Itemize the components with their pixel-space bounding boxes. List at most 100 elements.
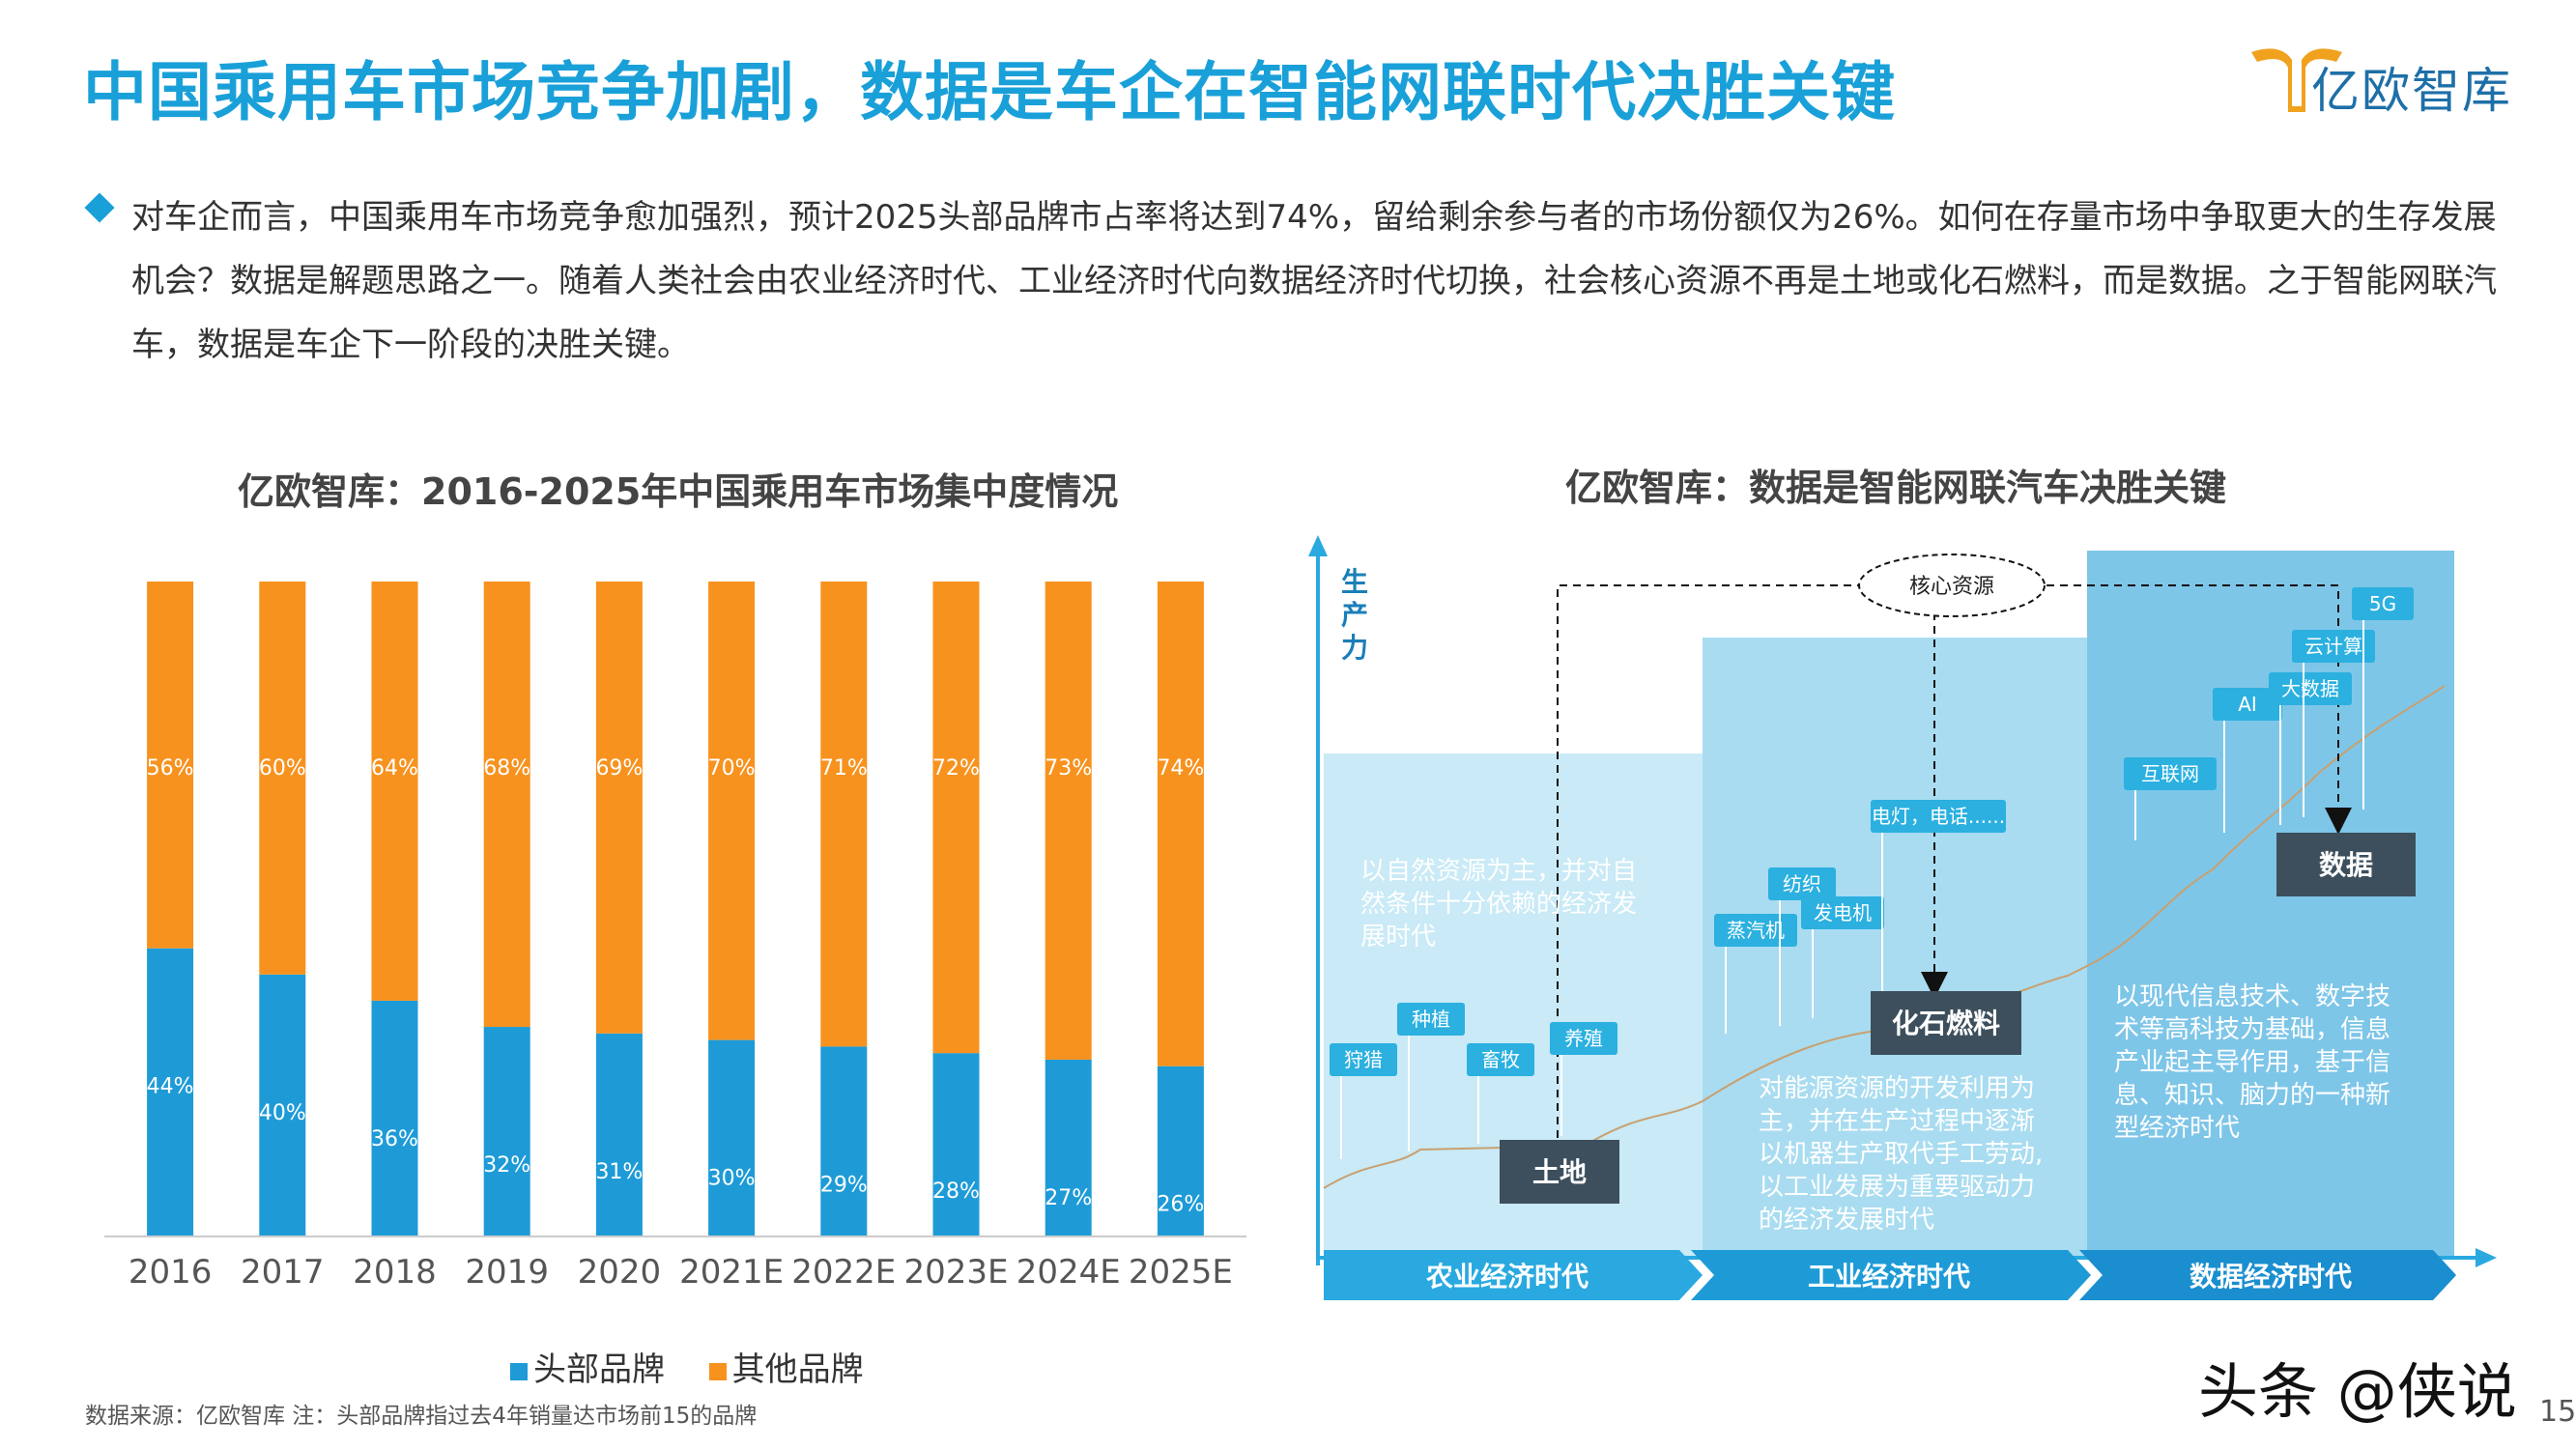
- legend-label-other: 其他品牌: [731, 1350, 864, 1389]
- tech-tag-label: 养殖: [1564, 1027, 1603, 1050]
- era-label-agri: 农业经济时代: [1425, 1261, 1589, 1293]
- bar-segment-head: [708, 1039, 756, 1236]
- bar-segment-other: [483, 582, 530, 1028]
- x-tick-label: 2016: [129, 1253, 213, 1292]
- bar-segment-head: [259, 974, 306, 1236]
- bar-segment-head: [483, 1027, 530, 1236]
- tech-tag-label: 狩猎: [1344, 1048, 1383, 1071]
- bar-segment-other: [1157, 582, 1204, 1066]
- y-axis-label-1: 生: [1341, 566, 1368, 598]
- tech-tag-box: [1871, 800, 2006, 833]
- resource-label-land: 土地: [1532, 1156, 1587, 1188]
- era-data-desc-line: 术等高科技为基础，信息: [2114, 1015, 2390, 1044]
- bar-segment-other: [147, 582, 194, 949]
- era-label-indu: 工业经济时代: [1808, 1261, 1970, 1293]
- x-tick-label: 2018: [353, 1253, 437, 1292]
- core-resource-label: 核心资源: [1909, 575, 1994, 599]
- era-data-desc-line: 以现代信息技术、数字技: [2114, 982, 2390, 1011]
- tech-tag-box: [1550, 1022, 1617, 1055]
- x-tick-label: 2023E: [903, 1253, 1008, 1292]
- diagram-title: 亿欧智库：数据是智能网联汽车决胜关键: [1565, 467, 2227, 509]
- y-axis-label-3: 力: [1341, 632, 1368, 664]
- tech-tag-label: 大数据: [2281, 677, 2339, 700]
- bar-data-label: 30%: [708, 1167, 756, 1191]
- page-title: 中国乘用车市场竞争加剧，数据是车企在智能网联时代决胜关键: [83, 55, 1896, 129]
- bar-segment-head: [1045, 1059, 1092, 1236]
- bar-data-label: 74%: [1157, 756, 1204, 781]
- x-tick-label: 2019: [465, 1253, 549, 1292]
- era-agri-desc-line: 以自然资源为主，并对自: [1360, 857, 1637, 886]
- resource-box-fossil: [1871, 991, 2021, 1055]
- tech-tag-label: 5G: [2369, 592, 2396, 615]
- bar-data-label: 36%: [371, 1127, 418, 1151]
- x-tick-label: 2021E: [679, 1253, 784, 1292]
- bar-segment-head: [371, 1000, 418, 1236]
- resource-label-data: 数据: [2319, 849, 2373, 881]
- x-tick-label: 2024E: [1016, 1253, 1121, 1292]
- bar-chart-title: 亿欧智库：2016-2025年中国乘用车市场集中度情况: [238, 470, 1119, 513]
- era-data-desc-line: 产业起主导作用，基于信: [2114, 1048, 2390, 1077]
- bar-data-label: 73%: [1045, 756, 1092, 781]
- bar-segment-other: [820, 582, 868, 1047]
- bar-segment-other: [371, 582, 418, 1001]
- bar-segment-other: [932, 582, 980, 1054]
- tech-tag-label: 蒸汽机: [1727, 919, 1785, 942]
- bar-segment-other: [259, 582, 306, 975]
- era-indu-desc-line: 的经济发展时代: [1759, 1206, 1934, 1235]
- intro-paragraph: 对车企而言，中国乘用车市场竞争愈加强烈，预计2025头部品牌市占率将达到74%，…: [131, 198, 2497, 364]
- logo: [2251, 48, 2342, 112]
- tech-tag-label: 发电机: [1814, 901, 1872, 924]
- era-indu-desc-line: 以机器生产取代手工劳动,: [1759, 1140, 2043, 1169]
- era-indu-desc-line: 对能源资源的开发利用为: [1759, 1074, 2035, 1103]
- bar-segment-head: [820, 1046, 868, 1236]
- legend-swatch-other: [708, 1362, 727, 1380]
- tech-tag-label: 互联网: [2141, 762, 2199, 785]
- tech-tag-box: [2292, 630, 2375, 663]
- legend-item-head: 头部品牌: [510, 1350, 665, 1389]
- era-indu-desc: 对能源资源的开发利用为 主，并在生产过程中逐渐 以机器生产取代手工劳动, 以工业…: [1759, 1074, 2043, 1235]
- tech-tag-box: [2213, 688, 2282, 721]
- bar-segment-other: [708, 582, 756, 1040]
- bar-data-label: 40%: [259, 1101, 306, 1125]
- tech-tag-box: [1801, 896, 1884, 929]
- bar-data-label: 69%: [595, 756, 643, 781]
- tech-tag-box: [2352, 587, 2414, 620]
- bar-segment-other: [1045, 582, 1092, 1060]
- bar-chart: 44% 56% 2016 40% 60% 2017 36% 64% 2018 32% 68% 2019…: [104, 582, 1246, 1292]
- tech-tag-label: 畜牧: [1481, 1048, 1520, 1071]
- tech-tag-box: [1714, 914, 1797, 947]
- tech-tag-box: [1330, 1043, 1397, 1076]
- era-indu-desc-line: 以工业发展为重要驱动力: [1759, 1173, 2035, 1202]
- logo-mark-icon: [2251, 48, 2342, 112]
- footnote: 数据来源：亿欧智库 注：头部品牌指过去4年销量达市场前15的品牌: [85, 1404, 758, 1429]
- x-tick-label: 2025E: [1129, 1253, 1233, 1292]
- bar-segment-head: [1157, 1065, 1204, 1236]
- bar-data-label: 72%: [932, 756, 980, 781]
- y-axis-label-2: 产: [1341, 599, 1368, 631]
- bar-data-label: 44%: [147, 1075, 194, 1099]
- tech-tag-box: [2124, 757, 2217, 790]
- x-tick-label: 2022E: [791, 1253, 896, 1292]
- tech-tag-label: 纺织: [1783, 872, 1821, 895]
- tech-tag-box: [2269, 672, 2352, 705]
- bar-data-label: 71%: [820, 756, 868, 781]
- resource-label-fossil: 化石燃料: [1892, 1008, 2000, 1039]
- era-agri-desc: 以自然资源为主，并对自 然条件十分依赖的经济发 展时代: [1360, 857, 1637, 952]
- era-indu-desc-line: 主，并在生产过程中逐渐: [1759, 1107, 2035, 1136]
- x-tick-label: 2020: [578, 1253, 662, 1292]
- core-resource-bubble: [1858, 554, 2046, 617]
- bar-data-label: 32%: [483, 1153, 530, 1178]
- resource-box-land: [1500, 1140, 1619, 1204]
- legend-swatch-head: [510, 1362, 528, 1380]
- legend-item-other: 其他品牌: [708, 1350, 864, 1389]
- logo-text: 亿欧智库: [2311, 63, 2512, 119]
- x-tick-label: 2017: [241, 1253, 325, 1292]
- economy-era-diagram: 生 产 力 核心资源 以自然资源为主，并对自 然条件十分依赖的经济发 展时代 对…: [1308, 535, 2497, 1300]
- bar-segment-other: [595, 582, 643, 1034]
- bar-data-label: 64%: [371, 756, 418, 781]
- bullet-diamond-icon: [84, 192, 115, 223]
- era-data-desc-line: 息、知识、脑力的一种新: [2114, 1081, 2390, 1110]
- tech-tag-label: AI: [2238, 693, 2257, 716]
- bar-data-label: 28%: [932, 1179, 980, 1204]
